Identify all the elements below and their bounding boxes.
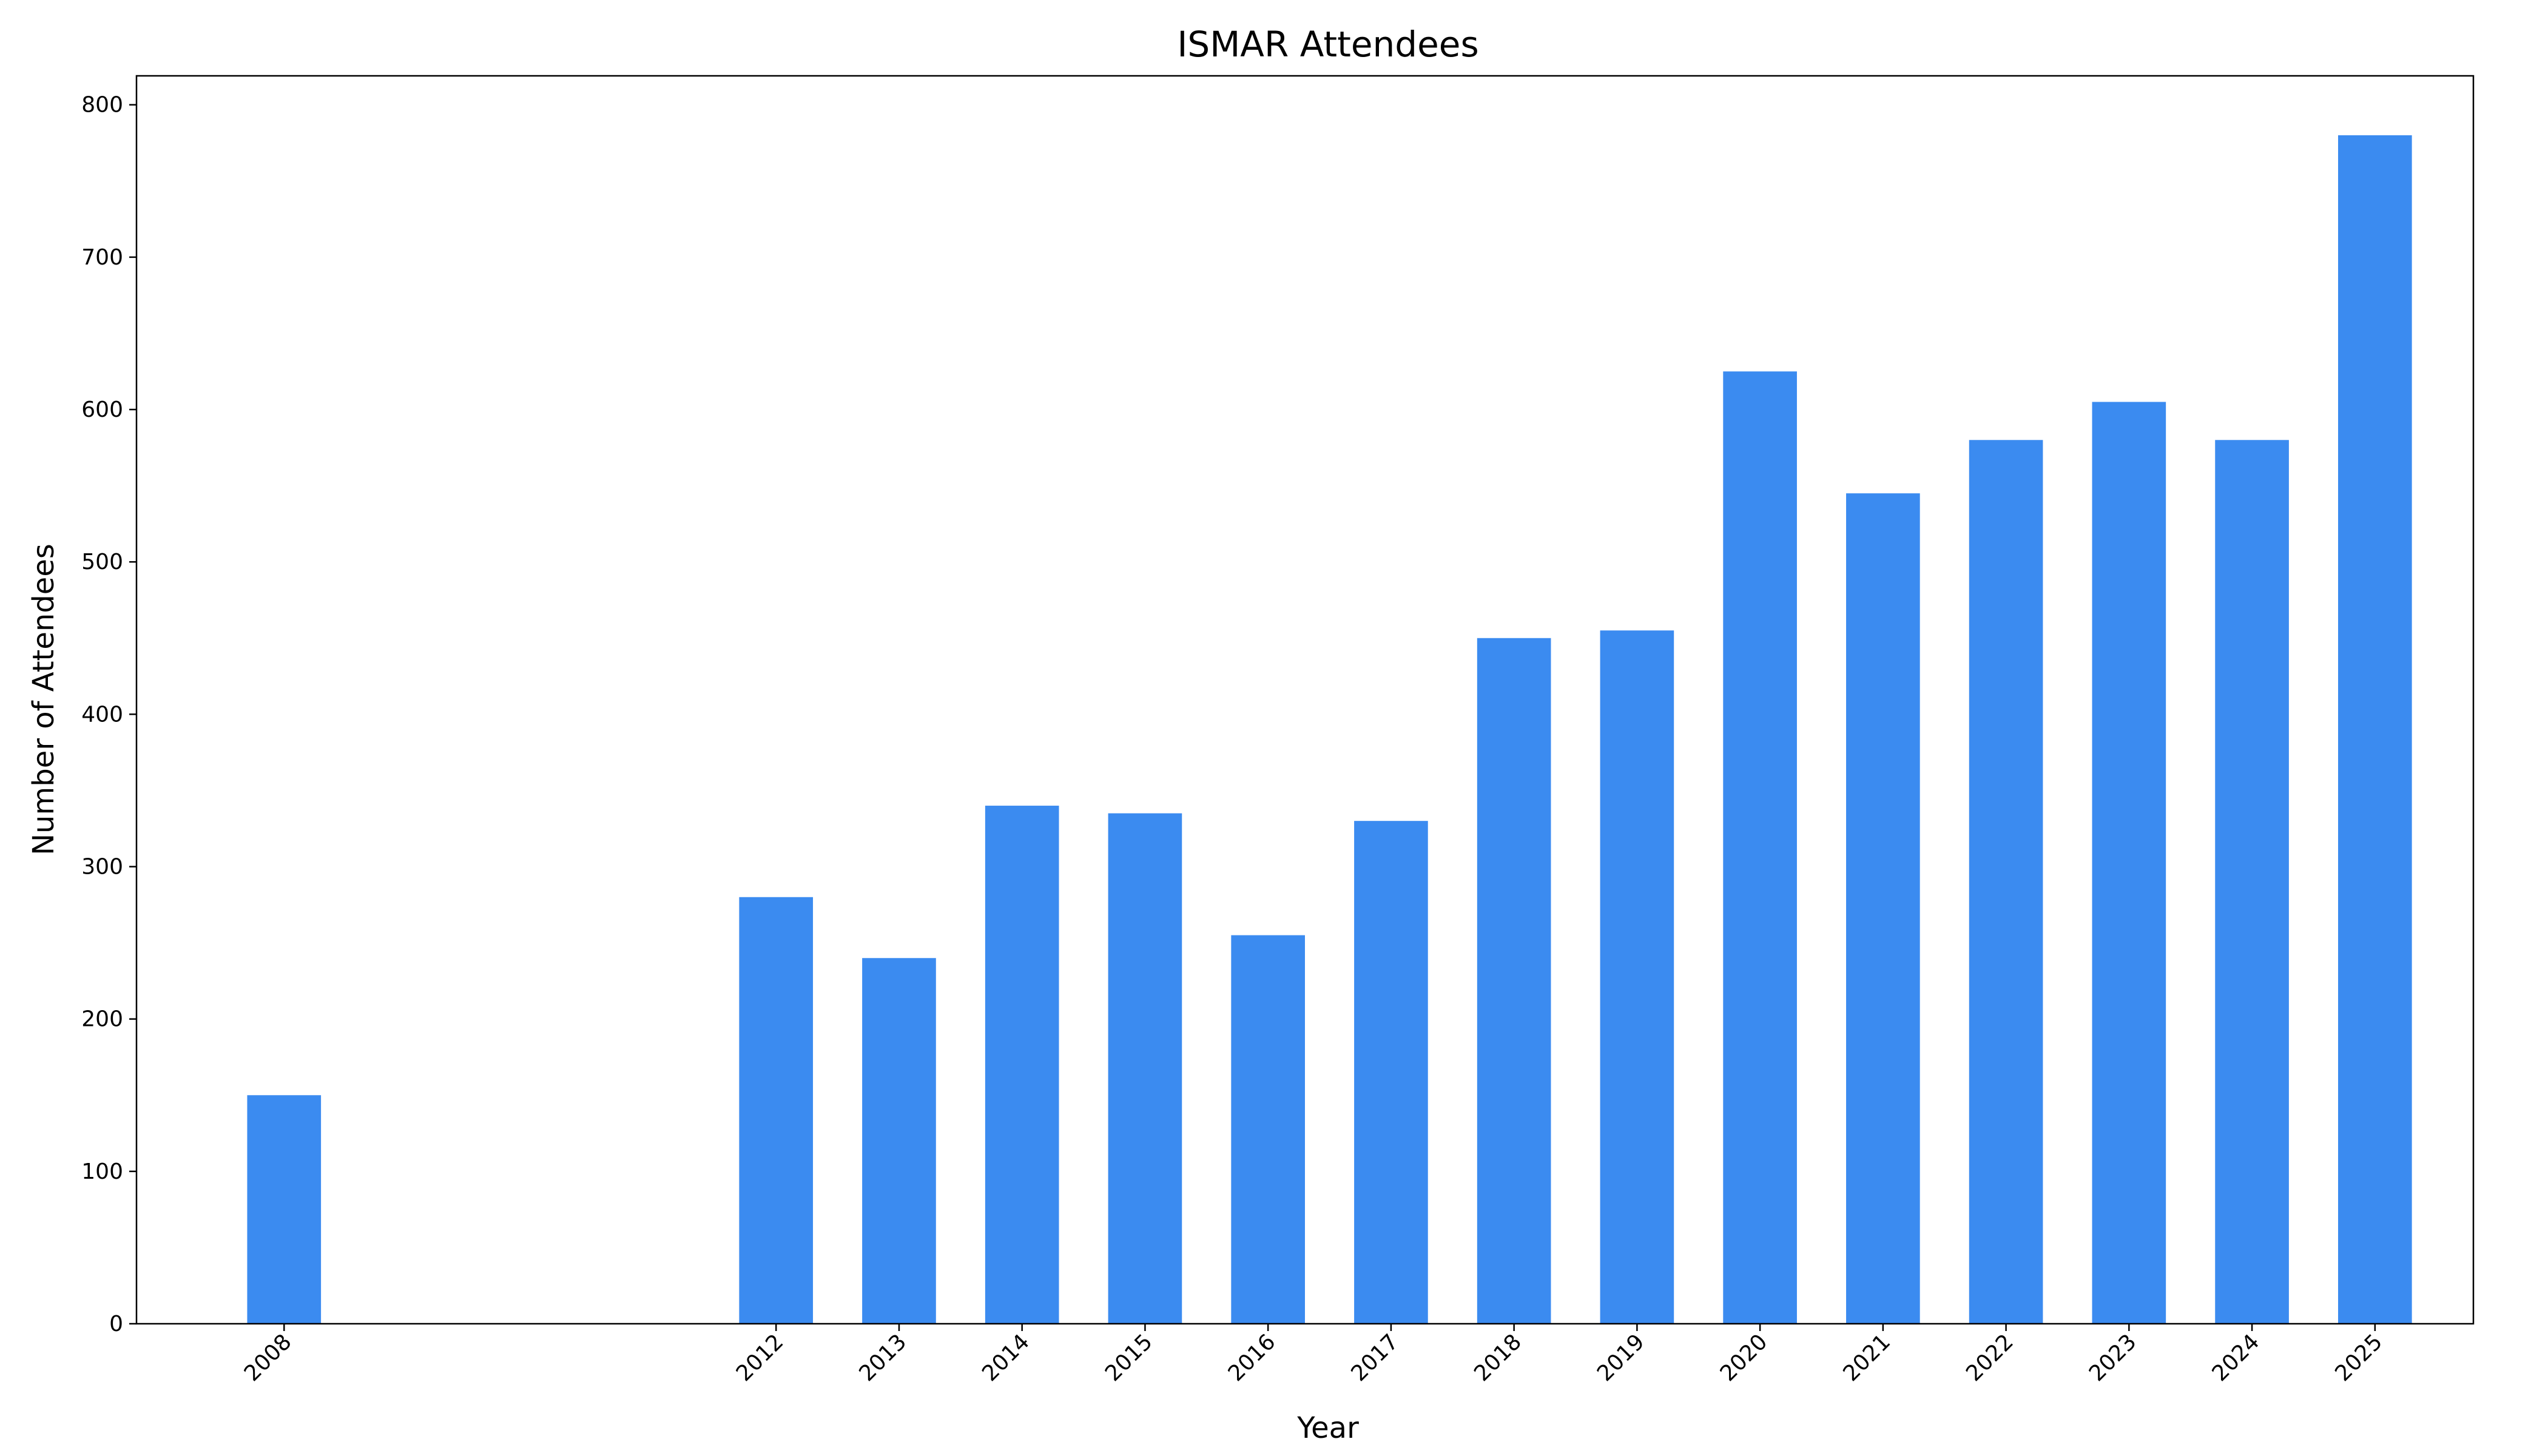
y-tick-label: 500 [81, 550, 123, 575]
bar [2337, 135, 2412, 1324]
x-tick-label: 2015 [1100, 1329, 1158, 1386]
x-tick-label: 2022 [1961, 1329, 2018, 1386]
bar [247, 1095, 322, 1324]
x-axis-label: Year [1296, 1411, 1359, 1445]
bar [1723, 371, 1797, 1324]
y-tick-label: 300 [81, 855, 123, 880]
x-tick-label: 2013 [855, 1329, 912, 1386]
bar [1969, 440, 2043, 1324]
y-tick-label: 200 [81, 1007, 123, 1032]
x-tick-label: 2017 [1346, 1329, 1403, 1386]
x-tick-label: 2023 [2085, 1329, 2142, 1386]
x-tick-label: 2012 [732, 1329, 789, 1386]
bar [1231, 935, 1305, 1324]
x-tick-label: 2020 [1716, 1329, 1773, 1386]
x-tick-label: 2008 [240, 1329, 297, 1386]
bar [1477, 638, 1551, 1324]
x-tick-label: 2019 [1592, 1329, 1650, 1386]
bar [1600, 630, 1674, 1324]
x-tick-label: 2014 [977, 1329, 1034, 1386]
plot-frame [135, 75, 2475, 1325]
chart-title: ISMAR Attendees [1177, 24, 1478, 65]
x-tick-label: 2021 [1838, 1329, 1895, 1386]
y-tick-label: 800 [81, 93, 123, 118]
y-tick-label: 600 [81, 397, 123, 422]
bar [2092, 402, 2166, 1324]
y-axis-label: Number of Attendees [27, 544, 61, 855]
bar [1846, 493, 1920, 1324]
y-tick-label: 700 [81, 245, 123, 270]
x-tick-label: 2016 [1224, 1329, 1281, 1386]
bar [985, 806, 1059, 1324]
bar [862, 958, 936, 1324]
x-tick-label: 2025 [2330, 1329, 2387, 1386]
y-tick-label: 100 [81, 1159, 123, 1184]
x-tick-label: 2024 [2208, 1329, 2265, 1386]
bar [1354, 821, 1428, 1324]
y-tick-label: 400 [81, 702, 123, 727]
bar [1108, 813, 1182, 1324]
y-tick-label: 0 [109, 1312, 123, 1336]
x-tick-label: 2018 [1469, 1329, 1526, 1386]
bar [739, 897, 814, 1324]
bar [2215, 440, 2289, 1324]
